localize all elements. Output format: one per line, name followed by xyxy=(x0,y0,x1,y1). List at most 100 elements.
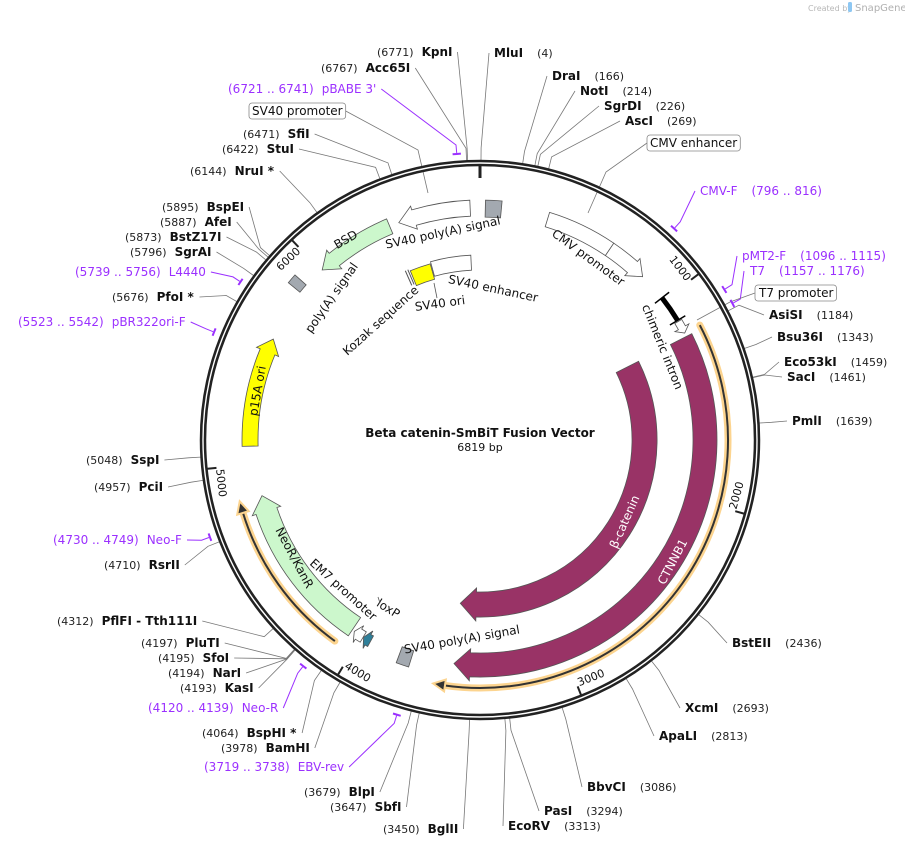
enzyme-site[interactable]: PasI (3294) xyxy=(544,804,623,818)
primer-name: T7 xyxy=(749,264,765,278)
enzyme-leader-line xyxy=(548,120,621,169)
enzyme-site[interactable]: (4197) PluTI xyxy=(141,636,220,650)
enzyme-site[interactable]: XcmI (2693) xyxy=(685,701,769,715)
enzyme-site[interactable]: Eco53kI (1459) xyxy=(784,355,887,369)
enzyme-leader-line xyxy=(216,251,254,276)
enzyme-site[interactable]: EcoRV (3313) xyxy=(508,819,601,833)
enzyme-site[interactable]: (4194) NarI xyxy=(168,666,241,680)
enzyme-name: XcmI xyxy=(685,701,718,715)
watermark-prefix: Created by xyxy=(808,4,852,13)
enzyme-site[interactable]: (3679) BlpI xyxy=(304,785,375,799)
enzyme-name: Acc65I xyxy=(366,61,411,75)
enzyme-position: (5048) xyxy=(86,454,123,467)
primer-mark xyxy=(237,278,244,286)
primer-name: CMV-F xyxy=(700,184,738,198)
loxP-feature[interactable] xyxy=(362,630,375,649)
primer-leader-line xyxy=(674,190,696,229)
enzyme-position: (3294) xyxy=(586,805,623,818)
sv40-polyA-low-feature[interactable] xyxy=(395,646,415,668)
enzyme-site[interactable]: (6767) Acc65I xyxy=(321,61,410,75)
primer-site[interactable]: (3719 .. 3738) EBV-rev xyxy=(204,712,401,775)
callout-text: T7 promoter xyxy=(758,286,834,300)
enzyme-site[interactable]: (4193) KasI xyxy=(180,681,254,695)
enzyme-site[interactable]: ApaLI (2813) xyxy=(659,729,748,743)
ctnnb1-feature[interactable] xyxy=(453,333,718,682)
enzyme-site[interactable]: (6422) StuI xyxy=(222,142,294,156)
svg-text:(4710)RsrII: (4710) RsrII xyxy=(104,558,180,572)
sv40-ori-feature[interactable] xyxy=(409,263,436,287)
enzyme-name: BspEI xyxy=(207,200,245,214)
enzyme-name: SfoI xyxy=(203,651,230,665)
feature-callout[interactable]: T7 promoter xyxy=(754,284,837,302)
svg-text:(5887)AfeI: (5887) AfeI xyxy=(160,215,232,229)
orf-left-feature[interactable] xyxy=(235,499,339,645)
sv40-polyA-top-feature[interactable] xyxy=(398,199,471,230)
cmv-promoter-feature[interactable] xyxy=(604,242,644,278)
enzyme-leader-line xyxy=(248,206,270,256)
primer-site[interactable]: (4730 .. 4749) Neo-F xyxy=(53,533,213,547)
enzyme-leader-line xyxy=(168,480,203,488)
enzyme-site[interactable]: SgrDI (226) xyxy=(604,99,685,113)
enzyme-leader-line xyxy=(298,148,381,179)
primer-site[interactable]: (6721 .. 6741) pBABE 3' xyxy=(228,82,461,156)
enzyme-position: (4957) xyxy=(94,481,131,494)
enzyme-leader-line xyxy=(224,642,295,659)
enzyme-site[interactable]: (4312) PflFI - Tth111I xyxy=(57,614,197,628)
enzyme-site[interactable]: (5873) BstZ17I xyxy=(125,230,221,244)
svg-text:ApaLI(2813): ApaLI (2813) xyxy=(659,729,748,743)
enzyme-site[interactable]: (5676) PfoI * xyxy=(112,290,194,304)
enzyme-site[interactable]: AscI (269) xyxy=(625,114,697,128)
enzyme-site[interactable]: AsiSI (1184) xyxy=(769,308,853,322)
tick-mark xyxy=(576,685,582,696)
enzyme-site[interactable]: (4710) RsrII xyxy=(104,558,180,572)
enzyme-site[interactable]: (3978) BamHI xyxy=(221,741,310,755)
primer-site[interactable]: T7 (1157 .. 1176) xyxy=(729,264,865,308)
beta-catenin-feature[interactable] xyxy=(459,360,658,623)
enzyme-site[interactable]: (5887) AfeI xyxy=(160,215,232,229)
enzyme-site[interactable]: (6771) KpnI xyxy=(377,45,452,59)
enzyme-site[interactable]: (6144) NruI * xyxy=(190,164,275,178)
enzyme-site[interactable]: BbvCI (3086) xyxy=(587,780,676,794)
primer-site[interactable]: (5523 .. 5542) pBR322ori-F xyxy=(18,315,217,337)
enzyme-site[interactable]: MluI (4) xyxy=(494,46,553,60)
enzyme-site[interactable]: SacI (1461) xyxy=(787,370,866,384)
primer-site[interactable]: (4120 .. 4139) Neo-R xyxy=(148,662,308,715)
enzyme-site[interactable]: DraI (166) xyxy=(552,69,624,83)
enzyme-site[interactable]: (5048) SspI xyxy=(86,453,159,467)
polyA-signal-feature[interactable] xyxy=(287,274,307,293)
primer-site[interactable]: pMT2-F (1096 .. 1115) xyxy=(721,249,886,294)
feature-callout[interactable]: SV40 promoter xyxy=(248,102,347,120)
neoR-feature[interactable] xyxy=(251,495,362,637)
enzyme-site[interactable]: BstEII (2436) xyxy=(732,636,822,650)
enzyme-site[interactable]: (4957) PciI xyxy=(94,480,163,494)
enzyme-name: BbvCI xyxy=(587,780,626,794)
chimeric-intron-feature[interactable] xyxy=(660,296,680,322)
orf-right-feature[interactable] xyxy=(430,321,732,694)
enzyme-position: (5895) xyxy=(162,201,199,214)
polyA-top-feature[interactable] xyxy=(484,199,503,219)
kozak-feature[interactable] xyxy=(404,269,415,286)
enzyme-site[interactable]: PmlI (1639) xyxy=(792,414,872,428)
enzyme-site[interactable]: (3647) SbfI xyxy=(330,800,402,814)
enzyme-site[interactable]: (4195) SfoI xyxy=(158,651,229,665)
enzyme-site[interactable]: (5895) BspEI xyxy=(162,200,244,214)
primer-site[interactable]: CMV-F (796 .. 816) xyxy=(670,184,822,233)
enzyme-site[interactable]: (3450) BglII xyxy=(383,822,458,836)
enzyme-site[interactable]: Bsu36I (1343) xyxy=(777,330,874,344)
primer-range: (6721 .. 6741) xyxy=(228,82,314,96)
enzyme-site[interactable]: NotI (214) xyxy=(580,84,652,98)
t7-promoter-feature[interactable] xyxy=(673,318,690,334)
sv40-enhancer-feature[interactable] xyxy=(430,254,472,277)
enzyme-site[interactable]: (5796) SgrAI xyxy=(130,245,211,259)
em7-promoter-feature[interactable] xyxy=(352,625,367,643)
enzyme-position: (269) xyxy=(667,115,697,128)
feature-callout[interactable]: CMV enhancer xyxy=(646,134,741,152)
enzyme-site[interactable]: (4064) BspHI * xyxy=(202,726,297,740)
primer-site[interactable]: (5739 .. 5756) L4440 xyxy=(75,265,244,286)
callout-leader-line xyxy=(696,292,756,321)
p15a-ori-feature[interactable] xyxy=(241,338,280,447)
enzyme-site[interactable]: (6471) SfiI xyxy=(243,127,310,141)
enzyme-position: (4710) xyxy=(104,559,141,572)
primer-mark xyxy=(207,533,213,542)
bsd-feature[interactable] xyxy=(321,218,394,271)
